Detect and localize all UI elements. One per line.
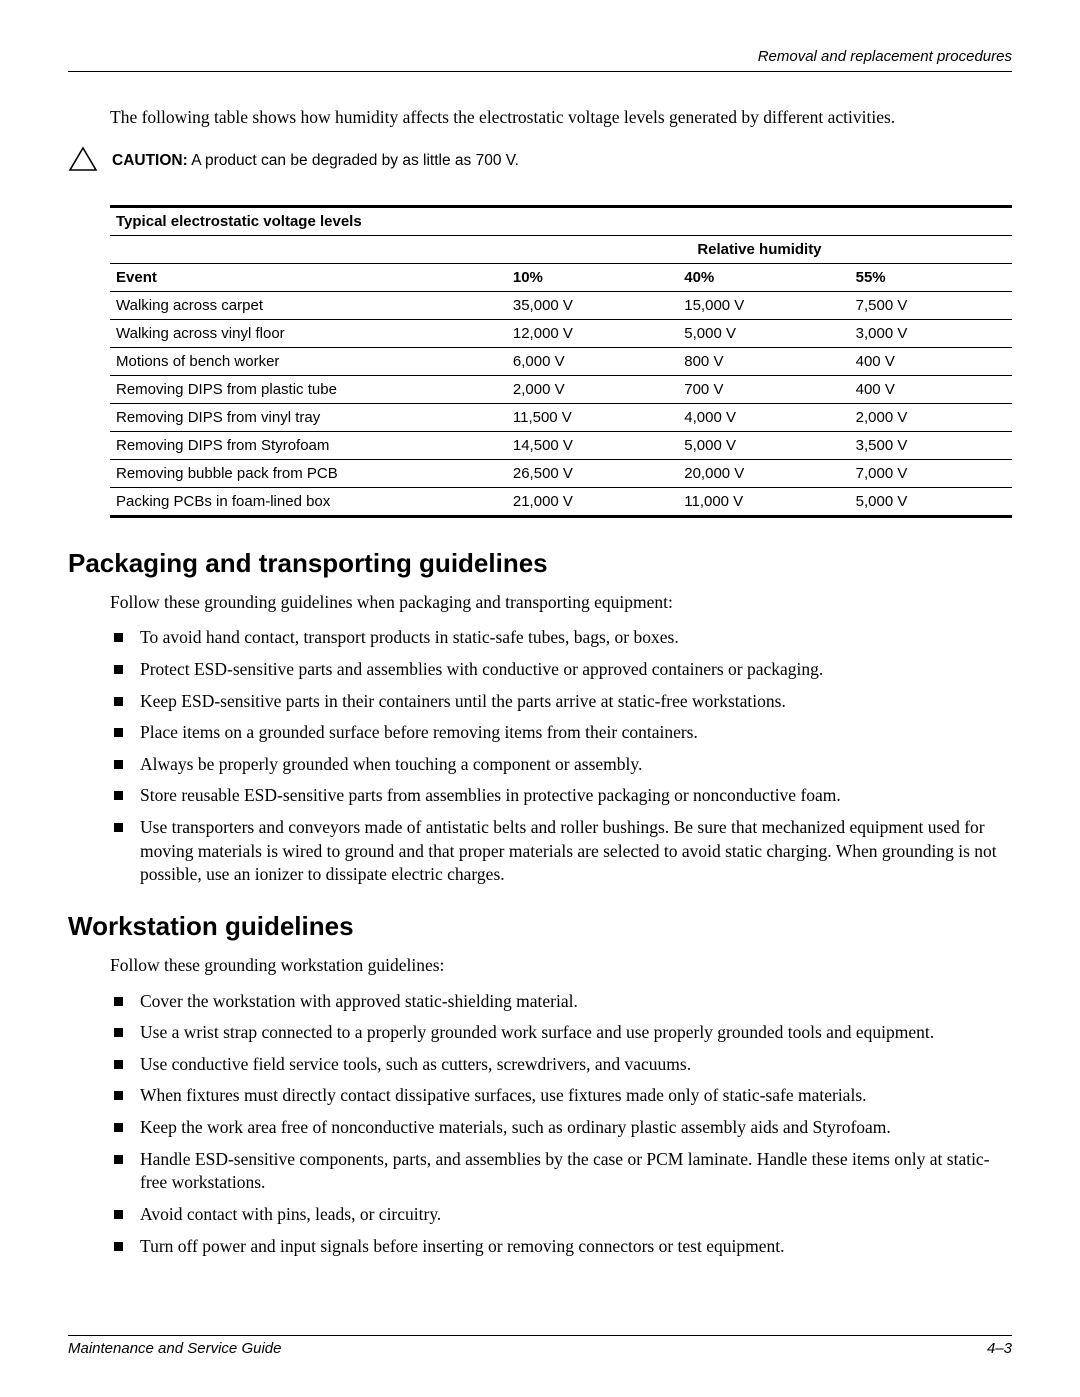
- caution-text: CAUTION: A product can be degraded by as…: [112, 152, 519, 170]
- table-blank-cell: [110, 235, 507, 263]
- event-cell: Walking across vinyl floor: [110, 319, 507, 347]
- col-header-2: 55%: [850, 263, 1012, 291]
- event-cell: Removing DIPS from Styrofoam: [110, 431, 507, 459]
- value-cell: 15,000 V: [678, 291, 849, 319]
- list-item: Use transporters and conveyors made of a…: [110, 816, 1012, 887]
- event-cell: Packing PCBs in foam-lined box: [110, 487, 507, 516]
- section-title-workstation: Workstation guidelines: [68, 911, 1012, 942]
- intro-paragraph: The following table shows how humidity a…: [110, 106, 1012, 130]
- event-cell: Walking across carpet: [110, 291, 507, 319]
- value-cell: 7,000 V: [850, 459, 1012, 487]
- header-right: Removal and replacement procedures: [68, 48, 1012, 65]
- list-item: When fixtures must directly contact diss…: [110, 1084, 1012, 1108]
- event-cell: Removing bubble pack from PCB: [110, 459, 507, 487]
- table-row: Removing bubble pack from PCB26,500 V20,…: [110, 459, 1012, 487]
- section2-lead: Follow these grounding workstation guide…: [110, 954, 1012, 978]
- section1-list: To avoid hand contact, transport product…: [110, 626, 1012, 887]
- footer-rule: [68, 1335, 1012, 1336]
- table-row: Motions of bench worker6,000 V800 V400 V: [110, 347, 1012, 375]
- section2-list: Cover the workstation with approved stat…: [110, 990, 1012, 1259]
- value-cell: 11,500 V: [507, 403, 678, 431]
- value-cell: 5,000 V: [678, 431, 849, 459]
- list-item: Keep the work area free of nonconductive…: [110, 1116, 1012, 1140]
- footer-right: 4–3: [987, 1340, 1012, 1357]
- table-row: Walking across vinyl floor12,000 V5,000 …: [110, 319, 1012, 347]
- header-rule: [68, 71, 1012, 72]
- value-cell: 7,500 V: [850, 291, 1012, 319]
- table-row: Packing PCBs in foam-lined box21,000 V11…: [110, 487, 1012, 516]
- footer-left: Maintenance and Service Guide: [68, 1340, 281, 1357]
- value-cell: 3,000 V: [850, 319, 1012, 347]
- value-cell: 800 V: [678, 347, 849, 375]
- voltage-table: Typical electrostatic voltage levelsRela…: [110, 205, 1012, 518]
- event-cell: Removing DIPS from plastic tube: [110, 375, 507, 403]
- value-cell: 4,000 V: [678, 403, 849, 431]
- caution-body: A product can be degraded by as little a…: [191, 152, 519, 169]
- list-item: Protect ESD-sensitive parts and assembli…: [110, 658, 1012, 682]
- page: Removal and replacement procedures The f…: [0, 0, 1080, 1397]
- list-item: Use conductive field service tools, such…: [110, 1053, 1012, 1077]
- caution-label: CAUTION:: [112, 152, 188, 169]
- value-cell: 21,000 V: [507, 487, 678, 516]
- list-item: Store reusable ESD-sensitive parts from …: [110, 784, 1012, 808]
- list-item: Cover the workstation with approved stat…: [110, 990, 1012, 1014]
- value-cell: 5,000 V: [678, 319, 849, 347]
- event-cell: Motions of bench worker: [110, 347, 507, 375]
- list-item: Always be properly grounded when touchin…: [110, 753, 1012, 777]
- value-cell: 700 V: [678, 375, 849, 403]
- section-title-packaging: Packaging and transporting guidelines: [68, 548, 1012, 579]
- value-cell: 35,000 V: [507, 291, 678, 319]
- value-cell: 400 V: [850, 347, 1012, 375]
- event-cell: Removing DIPS from vinyl tray: [110, 403, 507, 431]
- value-cell: 2,000 V: [850, 403, 1012, 431]
- footer: Maintenance and Service Guide 4–3: [68, 1335, 1012, 1357]
- list-item: Handle ESD-sensitive components, parts, …: [110, 1148, 1012, 1195]
- list-item: Avoid contact with pins, leads, or circu…: [110, 1203, 1012, 1227]
- value-cell: 12,000 V: [507, 319, 678, 347]
- list-item: Turn off power and input signals before …: [110, 1235, 1012, 1259]
- value-cell: 20,000 V: [678, 459, 849, 487]
- col-header-1: 40%: [678, 263, 849, 291]
- value-cell: 26,500 V: [507, 459, 678, 487]
- value-cell: 3,500 V: [850, 431, 1012, 459]
- value-cell: 2,000 V: [507, 375, 678, 403]
- table-row: Removing DIPS from vinyl tray11,500 V4,0…: [110, 403, 1012, 431]
- list-item: To avoid hand contact, transport product…: [110, 626, 1012, 650]
- section1-lead: Follow these grounding guidelines when p…: [110, 591, 1012, 615]
- table-row: Removing DIPS from Styrofoam14,500 V5,00…: [110, 431, 1012, 459]
- list-item: Use a wrist strap connected to a properl…: [110, 1021, 1012, 1045]
- value-cell: 11,000 V: [678, 487, 849, 516]
- value-cell: 400 V: [850, 375, 1012, 403]
- table-title: Typical electrostatic voltage levels: [110, 206, 1012, 235]
- value-cell: 14,500 V: [507, 431, 678, 459]
- caution-block: CAUTION: A product can be degraded by as…: [68, 148, 1012, 177]
- col-header-0: 10%: [507, 263, 678, 291]
- relative-humidity-header: Relative humidity: [507, 235, 1012, 263]
- col-header-event: Event: [110, 263, 507, 291]
- list-item: Place items on a grounded surface before…: [110, 721, 1012, 745]
- value-cell: 5,000 V: [850, 487, 1012, 516]
- list-item: Keep ESD-sensitive parts in their contai…: [110, 690, 1012, 714]
- caution-icon: [68, 146, 98, 177]
- table-row: Walking across carpet35,000 V15,000 V7,5…: [110, 291, 1012, 319]
- value-cell: 6,000 V: [507, 347, 678, 375]
- table-row: Removing DIPS from plastic tube2,000 V70…: [110, 375, 1012, 403]
